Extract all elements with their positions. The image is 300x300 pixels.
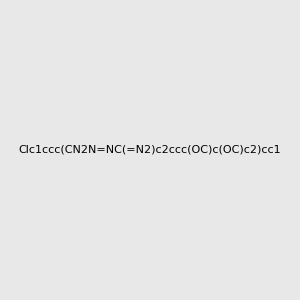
Text: Clc1ccc(CN2N=NC(=N2)c2ccc(OC)c(OC)c2)cc1: Clc1ccc(CN2N=NC(=N2)c2ccc(OC)c(OC)c2)cc1 [19,145,281,155]
